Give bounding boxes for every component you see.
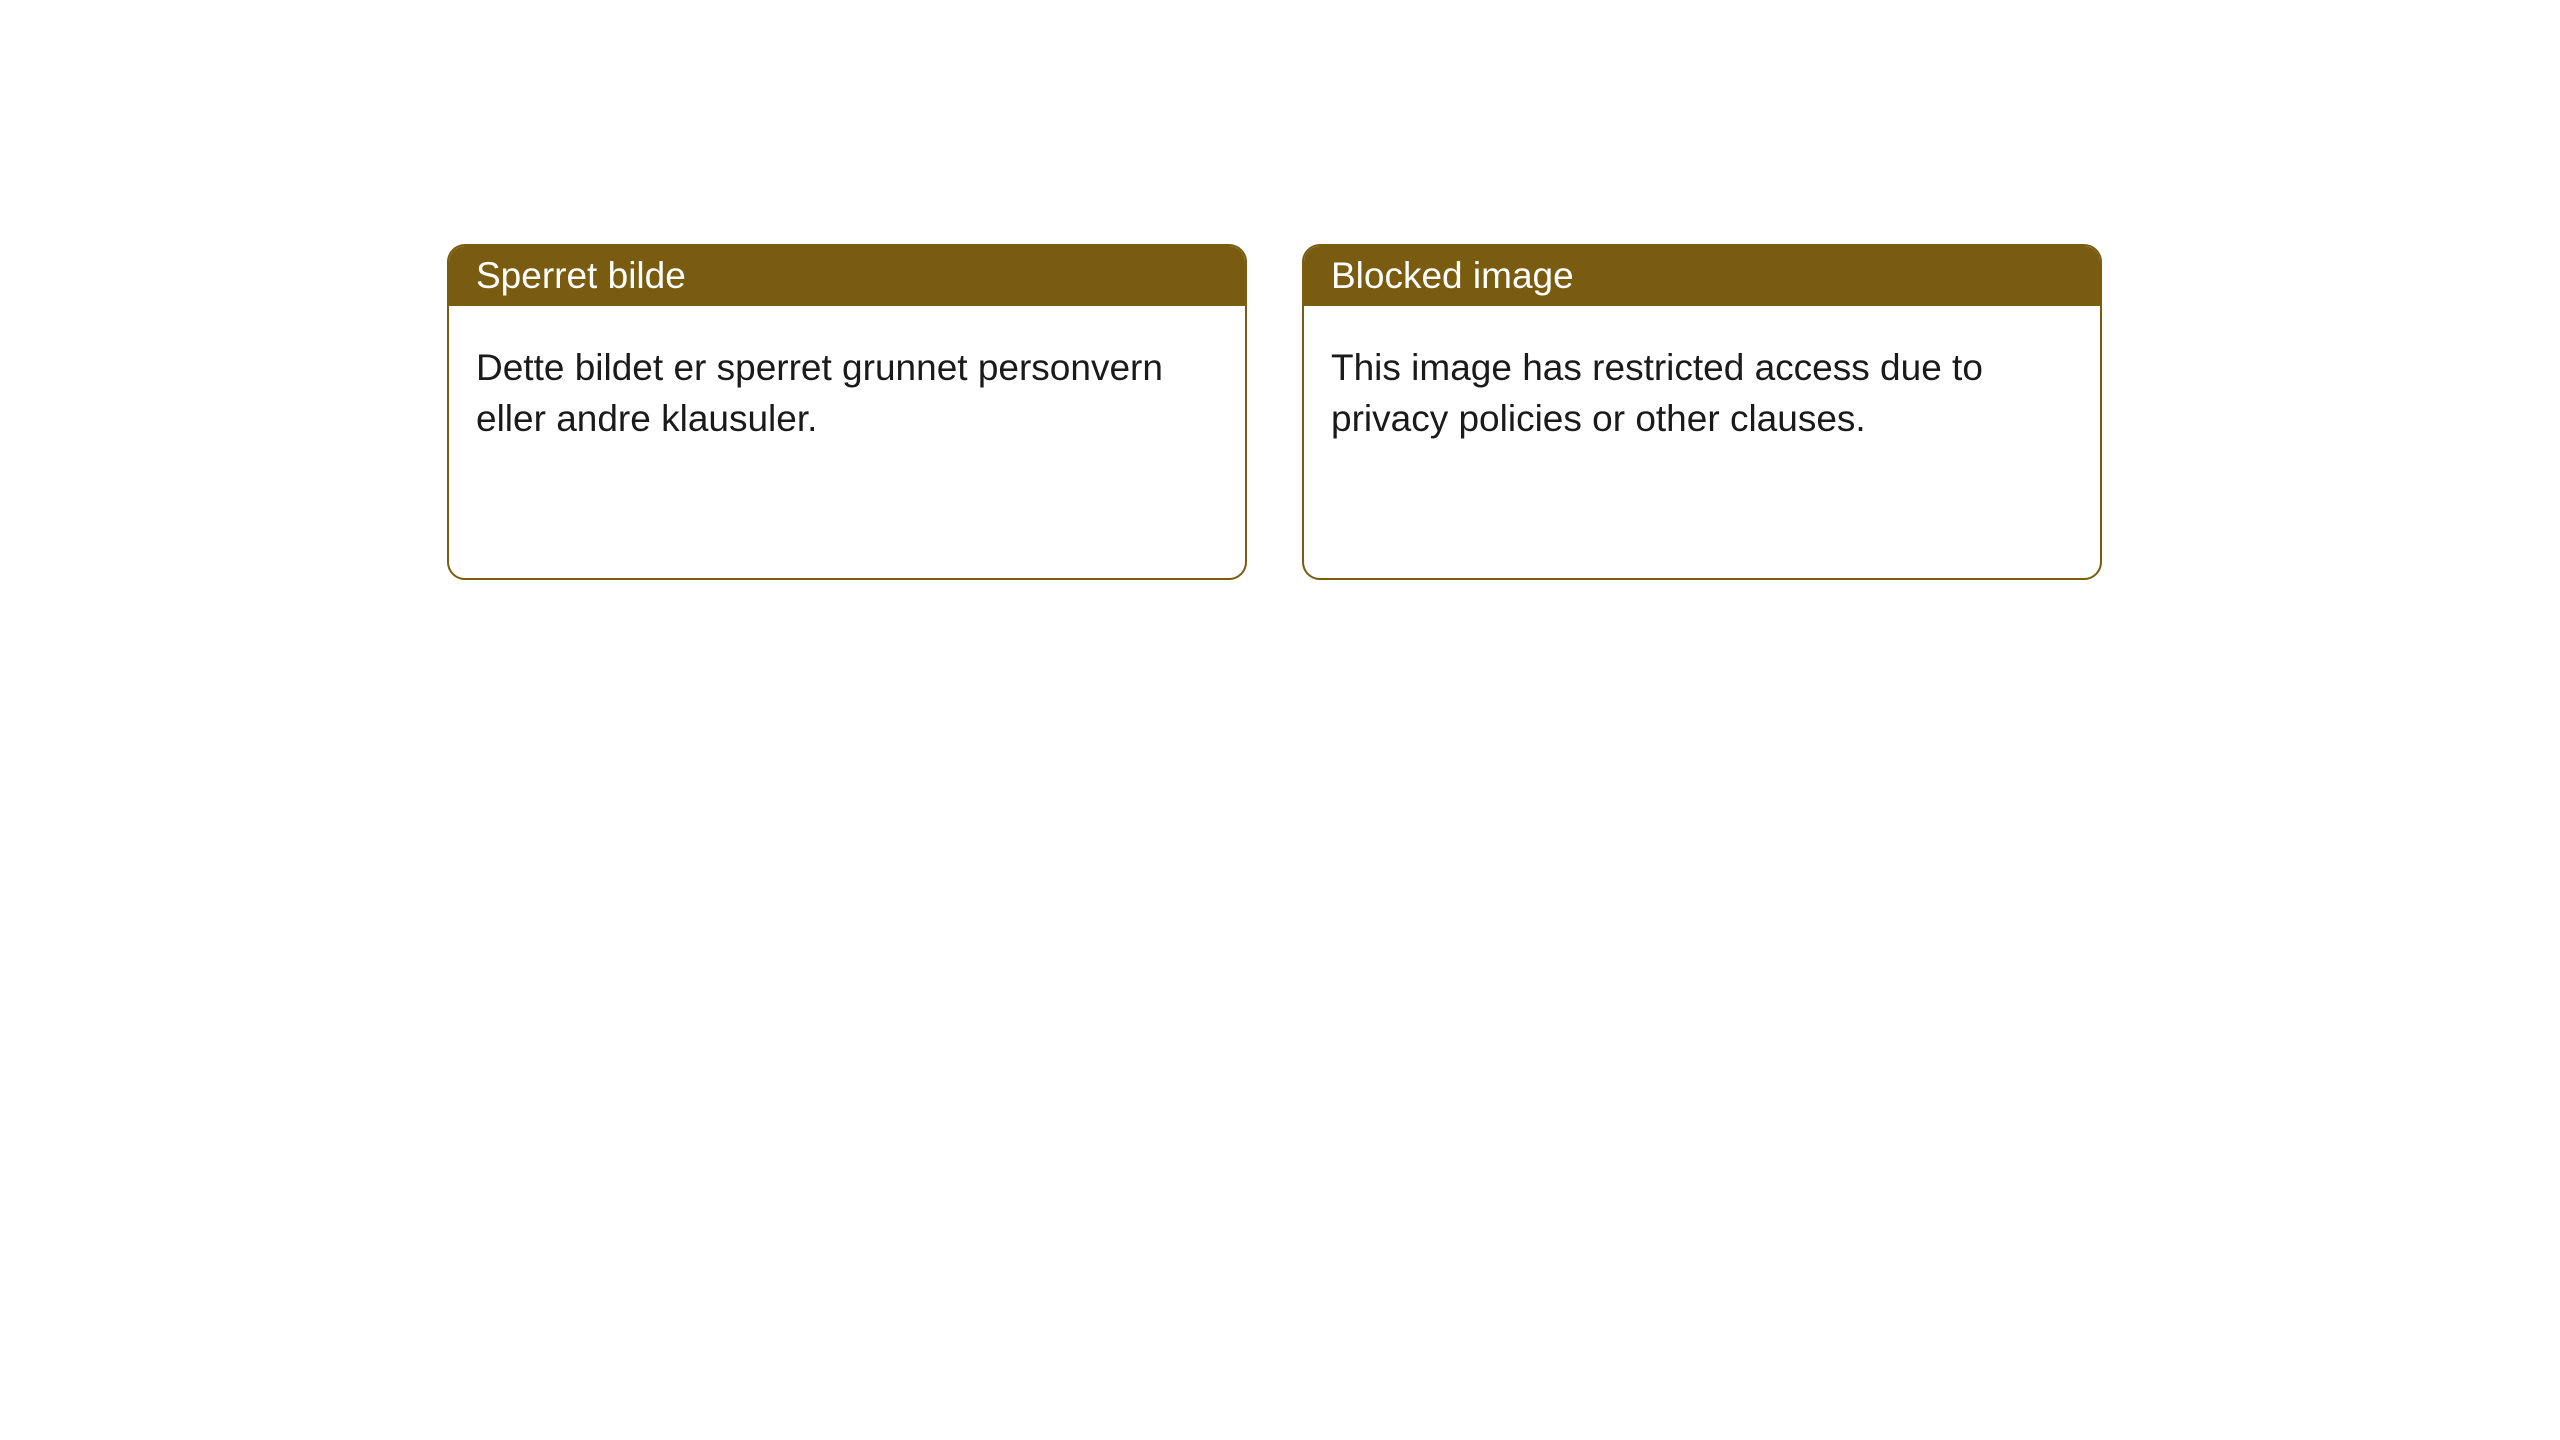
notice-cards-container: Sperret bilde Dette bildet er sperret gr… (447, 244, 2102, 580)
notice-card-norwegian: Sperret bilde Dette bildet er sperret gr… (447, 244, 1247, 580)
card-body-text: Dette bildet er sperret grunnet personve… (476, 347, 1163, 439)
card-body: This image has restricted access due to … (1304, 306, 2100, 480)
card-title: Blocked image (1331, 255, 1574, 296)
card-body: Dette bildet er sperret grunnet personve… (449, 306, 1245, 480)
card-header: Blocked image (1304, 246, 2100, 306)
card-body-text: This image has restricted access due to … (1331, 347, 1983, 439)
notice-card-english: Blocked image This image has restricted … (1302, 244, 2102, 580)
card-header: Sperret bilde (449, 246, 1245, 306)
card-title: Sperret bilde (476, 255, 686, 296)
